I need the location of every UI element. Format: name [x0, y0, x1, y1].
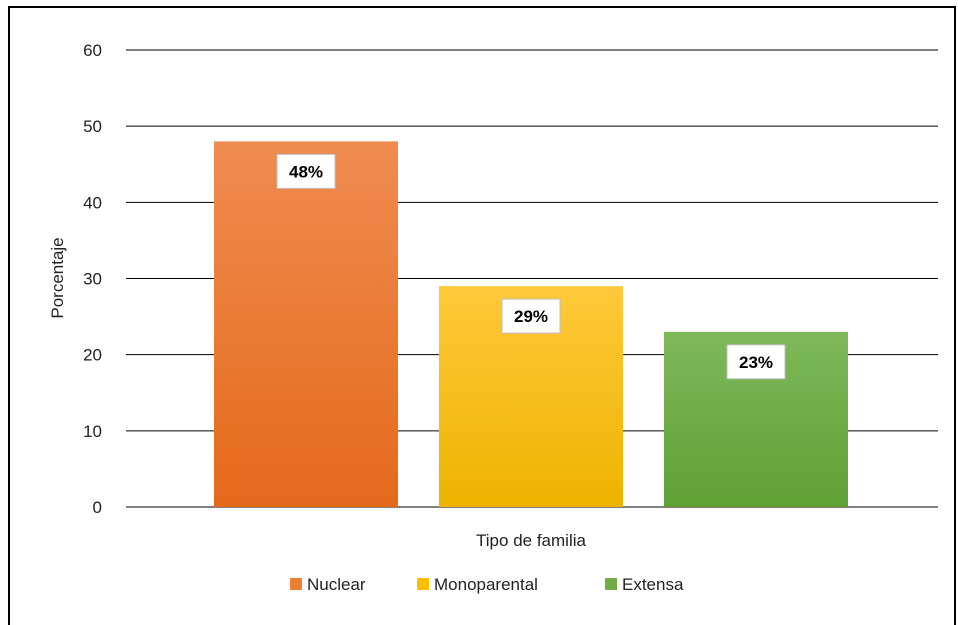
data-label-text: 48% — [289, 162, 323, 181]
y-axis-title: Porcentaje — [48, 237, 67, 318]
legend: Nuclear Monoparental Extensa — [290, 575, 684, 594]
legend-item-monoparental: Monoparental — [417, 575, 538, 594]
data-label-monoparental: 29% — [501, 298, 561, 334]
data-labels: 48% 29% 23% — [276, 153, 786, 380]
legend-swatch — [605, 578, 617, 590]
data-label-text: 29% — [514, 307, 548, 326]
y-tick-label: 40 — [83, 193, 102, 212]
y-tick-label: 20 — [83, 346, 102, 365]
legend-item-extensa: Extensa — [605, 575, 684, 594]
x-axis-title: Tipo de familia — [476, 531, 586, 550]
legend-swatch — [290, 578, 302, 590]
data-label-text: 23% — [739, 353, 773, 372]
data-label-nuclear: 48% — [276, 153, 336, 189]
bars — [214, 141, 848, 507]
y-tick-label: 10 — [83, 422, 102, 441]
legend-label: Nuclear — [307, 575, 366, 594]
legend-label: Extensa — [622, 575, 684, 594]
legend-item-nuclear: Nuclear — [290, 575, 366, 594]
legend-label: Monoparental — [434, 575, 538, 594]
y-axis-ticks: 0 10 20 30 40 50 60 — [83, 41, 102, 517]
data-label-box — [726, 344, 786, 380]
data-label-box — [276, 153, 336, 189]
y-tick-label: 30 — [83, 270, 102, 289]
bar-nuclear — [214, 141, 398, 507]
legend-swatch — [417, 578, 429, 590]
y-tick-label: 60 — [83, 41, 102, 60]
y-tick-label: 0 — [93, 498, 102, 517]
data-label-extensa: 23% — [726, 344, 786, 380]
y-tick-label: 50 — [83, 117, 102, 136]
data-label-box — [501, 298, 561, 334]
